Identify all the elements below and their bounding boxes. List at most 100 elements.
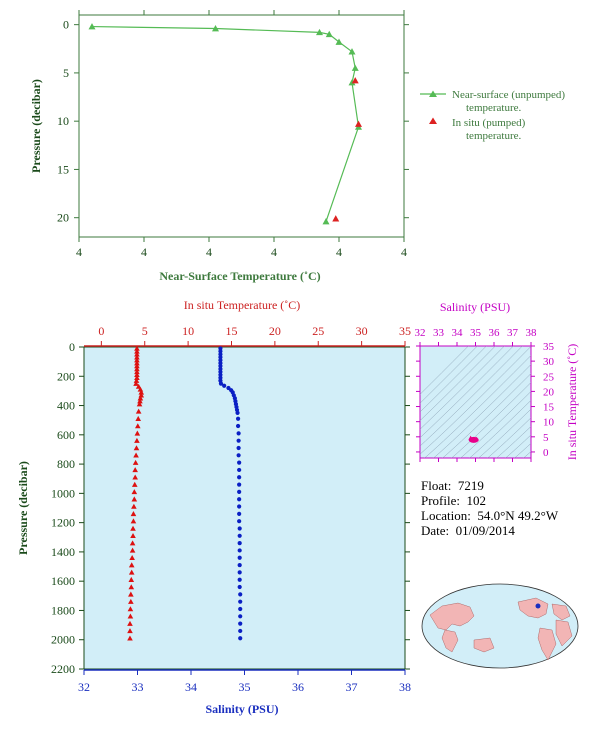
pressure-tick-label: 200: [57, 369, 75, 383]
near-surface-y-tick-label: 15: [57, 162, 69, 176]
near-surface-point: [322, 218, 330, 225]
temperature-point: [127, 635, 133, 641]
temperature-point: [129, 540, 136, 546]
date-label: Date:: [421, 523, 450, 538]
ts-temperature-tick-label: 30: [543, 356, 555, 368]
temperature-point: [131, 496, 138, 502]
location-value: 54.0°N 49.2°W: [477, 508, 559, 523]
temperature-point: [132, 467, 138, 473]
ts-temperature-tick-label: 25: [543, 371, 555, 383]
temperature-point: [128, 584, 135, 590]
temperature-point: [134, 345, 140, 351]
location-label: Location:: [421, 508, 471, 523]
near-surface-y-tick-label: 0: [63, 18, 69, 32]
pressure-tick-label: 1000: [51, 486, 75, 500]
salinity-point: [237, 570, 242, 575]
temperature-point: [137, 395, 144, 401]
temperature-point: [134, 357, 140, 363]
density-contour: [523, 451, 531, 458]
salinity-point: [237, 467, 242, 473]
temperature-point: [131, 481, 138, 487]
temperature-point: [134, 374, 140, 380]
profile-plot-frame: [83, 346, 406, 670]
temperature-point: [127, 606, 134, 612]
salinity-point: [237, 475, 242, 480]
ts-point: [474, 436, 479, 441]
salinity-point: [237, 482, 242, 487]
temperature-tick-label: 35: [399, 324, 411, 338]
salinity-tick-label: 34: [185, 680, 197, 694]
near-surface-x-tick-label: 4: [401, 245, 407, 259]
profile-label: Profile:: [421, 493, 460, 508]
salinity-point: [218, 372, 223, 377]
density-contour: [469, 399, 531, 458]
density-contour: [420, 346, 469, 395]
near-surface-point: [351, 64, 359, 71]
legend-marker-pumped: [429, 117, 437, 124]
continent-south-america: [537, 627, 557, 661]
temperature-point: [134, 351, 140, 357]
pressure-tick-label: 2000: [51, 633, 75, 647]
temperature-point: [127, 628, 133, 634]
pressure-tick-label: 0: [69, 340, 75, 354]
density-contour: [420, 346, 531, 455]
salinity-point: [237, 555, 242, 560]
near-surface-y-tick-label: 10: [57, 114, 69, 128]
in-situ-point: [332, 215, 340, 222]
density-contour: [505, 434, 531, 458]
float-location-marker: [535, 603, 541, 609]
temperature-point: [128, 576, 135, 582]
ts-salinity-tick-label: 37: [507, 327, 519, 339]
density-contour: [496, 426, 531, 458]
near-surface-point: [348, 79, 356, 86]
ts-salinity-axis-label: Salinity (PSU): [440, 300, 510, 314]
temperature-point: [131, 489, 138, 495]
salinity-point: [218, 346, 223, 351]
salinity-point: [218, 361, 223, 366]
near-surface-x-tick-label: 4: [141, 245, 147, 259]
salinity-point: [218, 363, 223, 369]
near-surface-x-tick-label: 4: [336, 245, 342, 259]
temperature-tick-label: 25: [312, 324, 324, 338]
near-surface-x-tick-label: 4: [271, 245, 277, 259]
salinity-axis-label: Salinity (PSU): [205, 702, 278, 716]
salinity-tick-label: 35: [239, 680, 251, 694]
salinity-point: [237, 504, 242, 509]
ts-temperature-tick-label: 10: [543, 417, 555, 429]
temperature-point: [130, 511, 137, 517]
near-surface-chart: 0 5 10 15 20 4 4 4 4 4 4 Near-Surface Temperature…: [29, 10, 565, 283]
profile-row: Profile: 102: [421, 493, 558, 508]
salinity-point: [237, 460, 242, 465]
near-surface-point: [316, 28, 323, 36]
temperature-axis-label: In situ Temperature (˚C): [184, 298, 301, 312]
salinity-point: [238, 621, 243, 626]
ts-temperature-tick-label: 20: [543, 386, 555, 398]
salinity-point: [218, 358, 223, 363]
temperature-point: [133, 445, 140, 451]
temperature-point: [134, 354, 140, 360]
ts-salinity-tick-label: 38: [526, 327, 538, 339]
temperature-point: [135, 415, 142, 421]
temperature-point: [138, 389, 145, 395]
temperature-point: [134, 366, 140, 372]
temperature-point: [132, 474, 138, 480]
ts-salinity-tick-label: 34: [452, 327, 464, 339]
salinity-point: [238, 614, 243, 619]
temperature-point: [137, 386, 144, 392]
temperature-point: [134, 437, 140, 443]
density-contour: [420, 346, 496, 422]
salinity-tick-label: 32: [78, 680, 90, 694]
temperature-point: [134, 430, 141, 436]
density-contour: [424, 355, 531, 458]
salinity-point: [236, 445, 241, 451]
temperature-point: [133, 452, 139, 458]
density-contours: [420, 346, 531, 458]
temperature-point: [135, 408, 142, 414]
date-value: 01/09/2014: [455, 523, 515, 538]
salinity-point: [235, 423, 241, 429]
temperature-point: [134, 363, 140, 369]
ts-salinity-tick-label: 32: [415, 327, 426, 339]
density-contour: [420, 346, 523, 447]
salinity-point: [237, 511, 242, 516]
temperature-point: [128, 569, 135, 575]
